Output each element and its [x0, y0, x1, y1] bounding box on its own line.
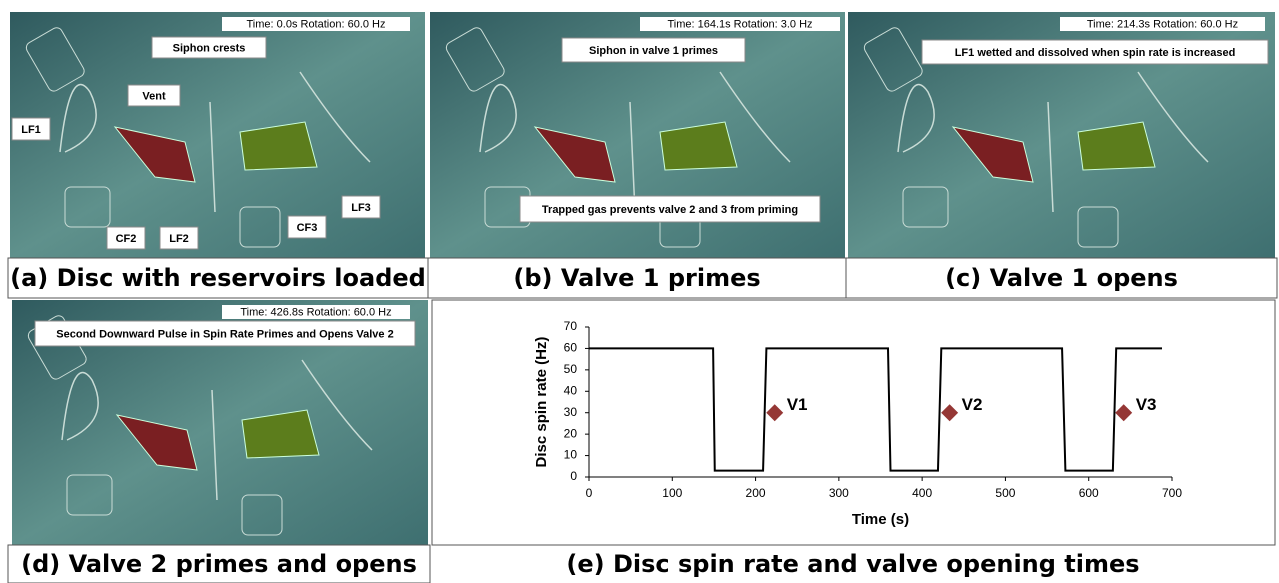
- x-tick-label: 600: [1079, 486, 1099, 500]
- status-text: Time: 214.3s Rotation: 60.0 Hz: [1087, 18, 1238, 30]
- caption: (b) Valve 1 primes: [513, 264, 760, 292]
- y-tick-label: 0: [570, 469, 577, 483]
- x-tick-label: 100: [662, 486, 682, 500]
- x-tick-label: 300: [829, 486, 849, 500]
- annotation: LF3: [351, 202, 371, 214]
- y-tick-label: 10: [564, 448, 578, 462]
- caption: (c) Valve 1 opens: [945, 264, 1178, 292]
- x-tick-label: 0: [586, 486, 593, 500]
- figure: Time: 0.0s Rotation: 60.0 HzSiphon crest…: [0, 0, 1279, 583]
- annotation: Vent: [142, 90, 166, 102]
- caption: (a) Disc with reservoirs loaded: [10, 264, 426, 292]
- y-tick-label: 40: [564, 383, 578, 397]
- caption: (d) Valve 2 primes and opens: [21, 550, 417, 578]
- annotation: LF2: [169, 233, 189, 245]
- status-text: Time: 426.8s Rotation: 60.0 Hz: [240, 306, 391, 318]
- annotation: Siphon in valve 1 primes: [589, 45, 718, 57]
- x-tick-label: 400: [912, 486, 932, 500]
- chart-title: (e) Disc spin rate and valve opening tim…: [566, 550, 1139, 578]
- y-tick-label: 30: [564, 405, 578, 419]
- y-axis-label: Disc spin rate (Hz): [533, 337, 550, 468]
- valve-label: V1: [787, 395, 808, 414]
- y-tick-label: 70: [564, 319, 578, 333]
- valve-label: V3: [1136, 395, 1157, 414]
- annotation: Second Downward Pulse in Spin Rate Prime…: [56, 328, 393, 340]
- y-tick-label: 20: [564, 426, 578, 440]
- x-tick-label: 500: [995, 486, 1015, 500]
- x-axis-label: Time (s): [852, 511, 909, 528]
- x-tick-label: 700: [1162, 486, 1182, 500]
- annotation: LF1: [21, 124, 41, 136]
- y-tick-label: 60: [564, 341, 578, 355]
- status-text: Time: 164.1s Rotation: 3.0 Hz: [667, 18, 812, 30]
- valve-label: V2: [962, 395, 983, 414]
- x-tick-label: 200: [746, 486, 766, 500]
- annotation: Trapped gas prevents valve 2 and 3 from …: [542, 204, 798, 216]
- status-text: Time: 0.0s Rotation: 60.0 Hz: [247, 18, 386, 30]
- annotation: CF2: [116, 233, 137, 245]
- annotation: CF3: [297, 222, 318, 234]
- chart-box: [432, 300, 1275, 545]
- annotation: Siphon crests: [173, 42, 246, 54]
- y-tick-label: 50: [564, 362, 578, 376]
- annotation: LF1 wetted and dissolved when spin rate …: [955, 47, 1236, 59]
